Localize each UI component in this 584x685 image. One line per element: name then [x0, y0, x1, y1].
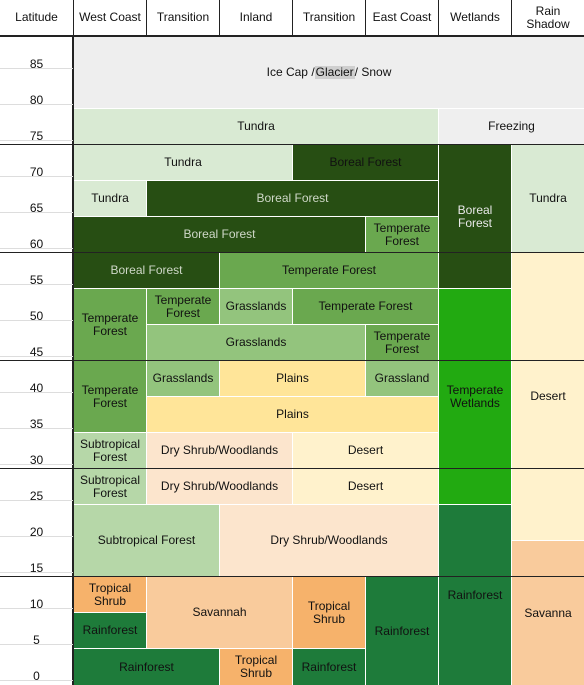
latitude-tick-label: 40 [29, 381, 44, 395]
latitude-tick-label: 70 [29, 165, 44, 179]
latitude-tick-label: 55 [29, 273, 44, 287]
latitude-tick-label: 5 [33, 633, 40, 647]
plains-cell: Plains [220, 361, 365, 396]
rainforest-cell: Rainforest [74, 613, 146, 648]
grassland-cell: Grassland [366, 361, 438, 396]
header-inland: Inland [220, 0, 293, 36]
latitude-tick-label: 30 [29, 453, 44, 467]
subtropical-forest-cell: Subtropical Forest [74, 469, 146, 504]
header-transition-west: Transition [147, 0, 220, 36]
header-rain-shadow: Rain Shadow [512, 0, 584, 36]
latitude-gridline [0, 644, 73, 645]
temperate-forest-cell: Temperate Forest [74, 361, 146, 432]
latitude-tick-label: 50 [29, 309, 44, 323]
boreal-forest-cell: Boreal Forest [147, 181, 438, 216]
desert-rainshadow-cell: Desert [512, 253, 584, 540]
latitude-gridline [0, 284, 73, 285]
temperate-wetlands-cell: Temperate Wetlands [439, 289, 511, 504]
latitude-tick-label: 75 [29, 129, 44, 143]
boreal-forest-cell: Boreal Forest [74, 253, 219, 288]
dry-shrub-cell: Dry Shrub/Woodlands [147, 433, 292, 468]
latitude-gridline [0, 680, 73, 681]
latitude-axis: 85 80 75 70 65 60 55 50 45 40 35 30 25 20 15 10 5 0 [0, 36, 73, 685]
tropical-shrub-cell: Tropical Shrub [220, 649, 292, 685]
latitude-tick-label: 25 [29, 489, 44, 503]
ice-cap-label-c: / Snow [354, 65, 392, 79]
subtropical-forest-cell: Subtropical Forest [74, 505, 219, 576]
latitude-tick-label: 35 [29, 417, 44, 431]
grasslands-cell: Grasslands [147, 361, 219, 396]
temperate-forest-cell: Temperate Forest [220, 253, 438, 288]
latitude-gridline [0, 608, 73, 609]
savanna-rainshadow-cell: Savanna [512, 541, 584, 685]
latitude-tick-label: 0 [33, 669, 40, 683]
dry-shrub-cell: Dry Shrub/Woodlands [147, 469, 292, 504]
ice-cap-label-b: Glacier [314, 65, 355, 79]
subtropical-forest-cell: Subtropical Forest [74, 433, 146, 468]
ice-cap-cell: Ice Cap / Glacier / Snow [74, 37, 584, 108]
latitude-gridline [0, 500, 73, 501]
latitude-tick-label: 45 [29, 345, 44, 359]
rainforest-cell: Rainforest [366, 577, 438, 685]
latitude-gridline [0, 248, 73, 249]
rainforest-cell: Rainforest [74, 649, 219, 685]
temperate-forest-cell: Temperate Forest [74, 289, 146, 360]
tropical-shrub-cell: Tropical Shrub [293, 577, 365, 648]
latitude-tick-label: 60 [29, 237, 44, 251]
ice-cap-label-a: Ice Cap / [266, 65, 315, 79]
grasslands-cell: Grasslands [147, 325, 365, 360]
latitude-tick-label: 85 [29, 57, 44, 71]
latitude-gridline [0, 176, 73, 177]
header-transition-east: Transition [293, 0, 366, 36]
boreal-forest-cell: Boreal Forest [293, 145, 438, 180]
desert-cell: Desert [293, 433, 438, 468]
latitude-gridline [0, 536, 73, 537]
latitude-gridline [0, 464, 73, 465]
tundra-cell: Tundra [74, 145, 292, 180]
desert-cell: Desert [293, 469, 438, 504]
latitude-tick-label: 10 [29, 597, 44, 611]
savannah-cell: Savannah [147, 577, 292, 648]
tundra-cell: Tundra [74, 109, 438, 144]
latitude-gridline [0, 212, 73, 213]
latitude-gridline [0, 320, 73, 321]
freezing-cell: Freezing [439, 109, 584, 144]
latitude-tick-label: 20 [29, 525, 44, 539]
boreal-forest-wetlands-cell: Boreal Forest [439, 145, 511, 288]
temperate-forest-cell: Temperate Forest [293, 289, 438, 324]
tundra-rainshadow-cell: Tundra [512, 145, 584, 252]
boreal-forest-cell: Boreal Forest [74, 217, 365, 252]
latitude-gridline [0, 428, 73, 429]
grasslands-cell: Grasslands [220, 289, 292, 324]
plains-cell: Plains [147, 397, 438, 432]
tropical-shrub-cell: Tropical Shrub [74, 577, 146, 612]
latitude-gridline [0, 392, 73, 393]
header-east-coast: East Coast [366, 0, 439, 36]
temperate-forest-cell: Temperate Forest [147, 289, 219, 324]
latitude-tick-label: 65 [29, 201, 44, 215]
header-west-coast: West Coast [74, 0, 147, 36]
latitude-gridline [0, 356, 73, 357]
latitude-gridline [0, 104, 73, 105]
rainforest-cell: Rainforest [293, 649, 365, 685]
dry-shrub-cell: Dry Shrub/Woodlands [220, 505, 438, 576]
latitude-tick-label: 80 [29, 93, 44, 107]
tundra-cell: Tundra [74, 181, 146, 216]
latitude-gridline [0, 140, 73, 141]
latitude-gridline [0, 68, 73, 69]
latitude-gridline [0, 572, 73, 573]
header-latitude: Latitude [0, 0, 74, 36]
rainforest-wetlands-cell: Rainforest [439, 505, 511, 685]
latitude-tick-label: 15 [29, 561, 44, 575]
temperate-forest-cell: Temperate Forest [366, 325, 438, 360]
temperate-forest-cell: Temperate Forest [366, 217, 438, 252]
header-wetlands: Wetlands [439, 0, 512, 36]
